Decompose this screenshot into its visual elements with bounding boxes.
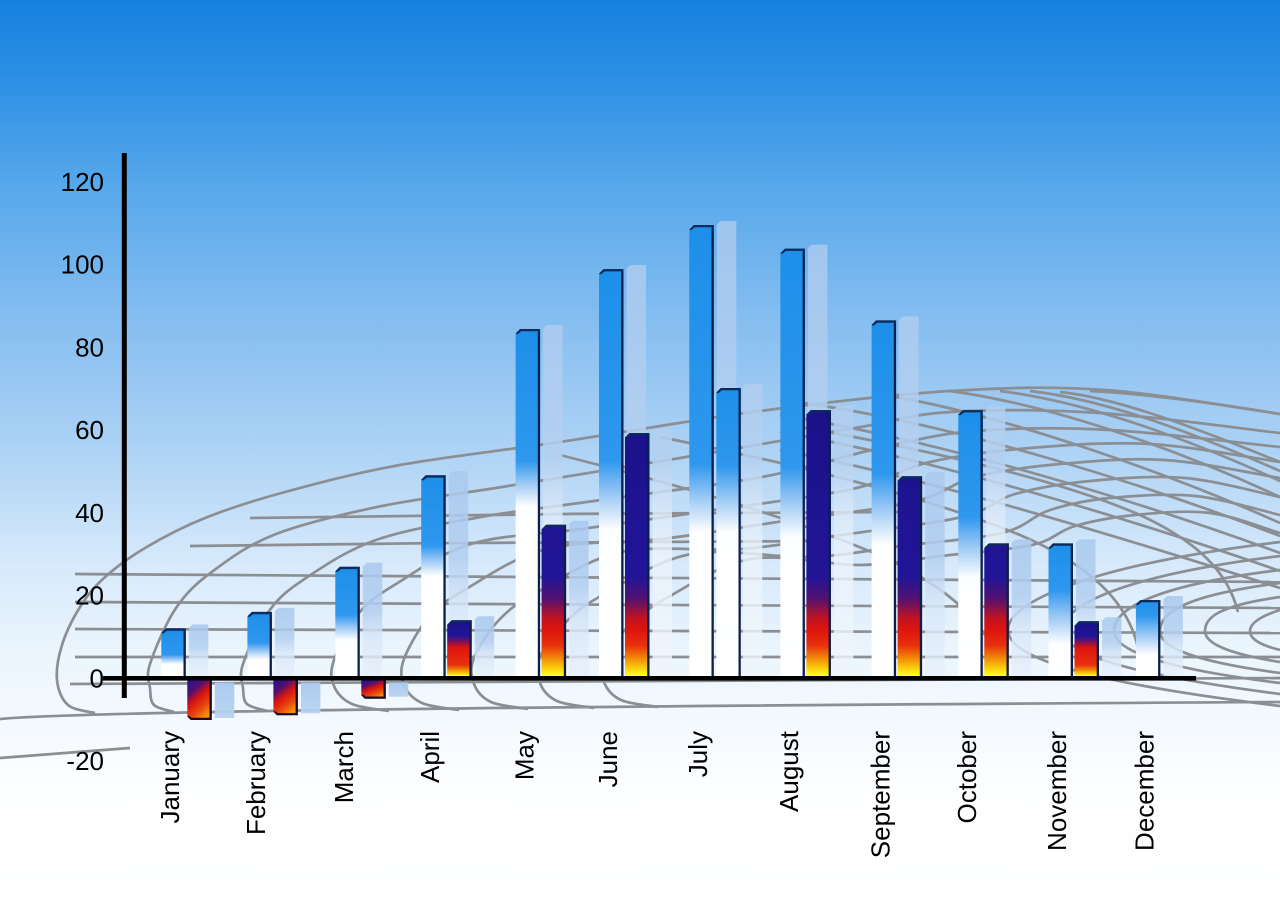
svg-text:80: 80 bbox=[75, 332, 104, 362]
svg-text:January: January bbox=[155, 731, 185, 824]
svg-text:June: June bbox=[593, 731, 623, 787]
svg-text:July: July bbox=[683, 731, 713, 777]
svg-text:November: November bbox=[1042, 731, 1072, 851]
svg-text:December: December bbox=[1130, 731, 1160, 851]
svg-text:-20: -20 bbox=[66, 746, 104, 776]
svg-text:100: 100 bbox=[61, 250, 104, 280]
svg-text:October: October bbox=[952, 731, 982, 824]
svg-text:60: 60 bbox=[75, 415, 104, 445]
svg-text:August: August bbox=[774, 730, 804, 812]
svg-text:120: 120 bbox=[61, 167, 104, 197]
svg-text:May: May bbox=[509, 731, 539, 780]
svg-text:April: April bbox=[415, 731, 445, 783]
svg-text:February: February bbox=[241, 731, 271, 835]
svg-text:0: 0 bbox=[90, 663, 104, 693]
svg-text:March: March bbox=[329, 731, 359, 803]
svg-text:20: 20 bbox=[75, 581, 104, 611]
svg-text:September: September bbox=[865, 731, 895, 859]
svg-text:40: 40 bbox=[75, 498, 104, 528]
